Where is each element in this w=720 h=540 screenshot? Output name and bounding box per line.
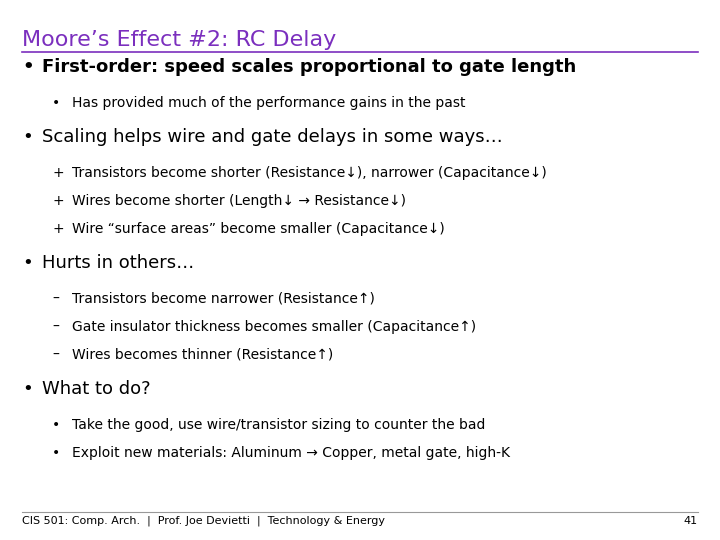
Text: What to do?: What to do? [42, 380, 150, 398]
Text: •: • [22, 128, 32, 146]
Text: Moore’s Effect #2: RC Delay: Moore’s Effect #2: RC Delay [22, 30, 336, 50]
Text: Scaling helps wire and gate delays in some ways…: Scaling helps wire and gate delays in so… [42, 128, 503, 146]
Text: •: • [22, 380, 32, 398]
Text: –: – [52, 292, 59, 306]
Text: •: • [52, 96, 60, 110]
Text: Wires becomes thinner (Resistance↑): Wires becomes thinner (Resistance↑) [72, 348, 333, 362]
Text: Exploit new materials: Aluminum → Copper, metal gate, high-K: Exploit new materials: Aluminum → Copper… [72, 446, 510, 460]
Text: •: • [22, 254, 32, 272]
Text: –: – [52, 320, 59, 334]
Text: Take the good, use wire/transistor sizing to counter the bad: Take the good, use wire/transistor sizin… [72, 418, 485, 432]
Text: +: + [52, 194, 63, 208]
Text: Wire “surface areas” become smaller (Capacitance↓): Wire “surface areas” become smaller (Cap… [72, 222, 445, 236]
Text: Hurts in others…: Hurts in others… [42, 254, 194, 272]
Text: Has provided much of the performance gains in the past: Has provided much of the performance gai… [72, 96, 466, 110]
Text: 41: 41 [684, 516, 698, 526]
Text: First-order: speed scales proportional to gate length: First-order: speed scales proportional t… [42, 58, 576, 76]
Text: Wires become shorter (Length↓ → Resistance↓): Wires become shorter (Length↓ → Resistan… [72, 194, 406, 208]
Text: +: + [52, 166, 63, 180]
Text: •: • [52, 418, 60, 432]
Text: –: – [52, 348, 59, 362]
Text: Transistors become narrower (Resistance↑): Transistors become narrower (Resistance↑… [72, 292, 375, 306]
Text: +: + [52, 222, 63, 236]
Text: Gate insulator thickness becomes smaller (Capacitance↑): Gate insulator thickness becomes smaller… [72, 320, 476, 334]
Text: •: • [22, 58, 34, 76]
Text: CIS 501: Comp. Arch.  |  Prof. Joe Devietti  |  Technology & Energy: CIS 501: Comp. Arch. | Prof. Joe Deviett… [22, 516, 385, 526]
Text: •: • [52, 446, 60, 460]
Text: Transistors become shorter (Resistance↓), narrower (Capacitance↓): Transistors become shorter (Resistance↓)… [72, 166, 546, 180]
